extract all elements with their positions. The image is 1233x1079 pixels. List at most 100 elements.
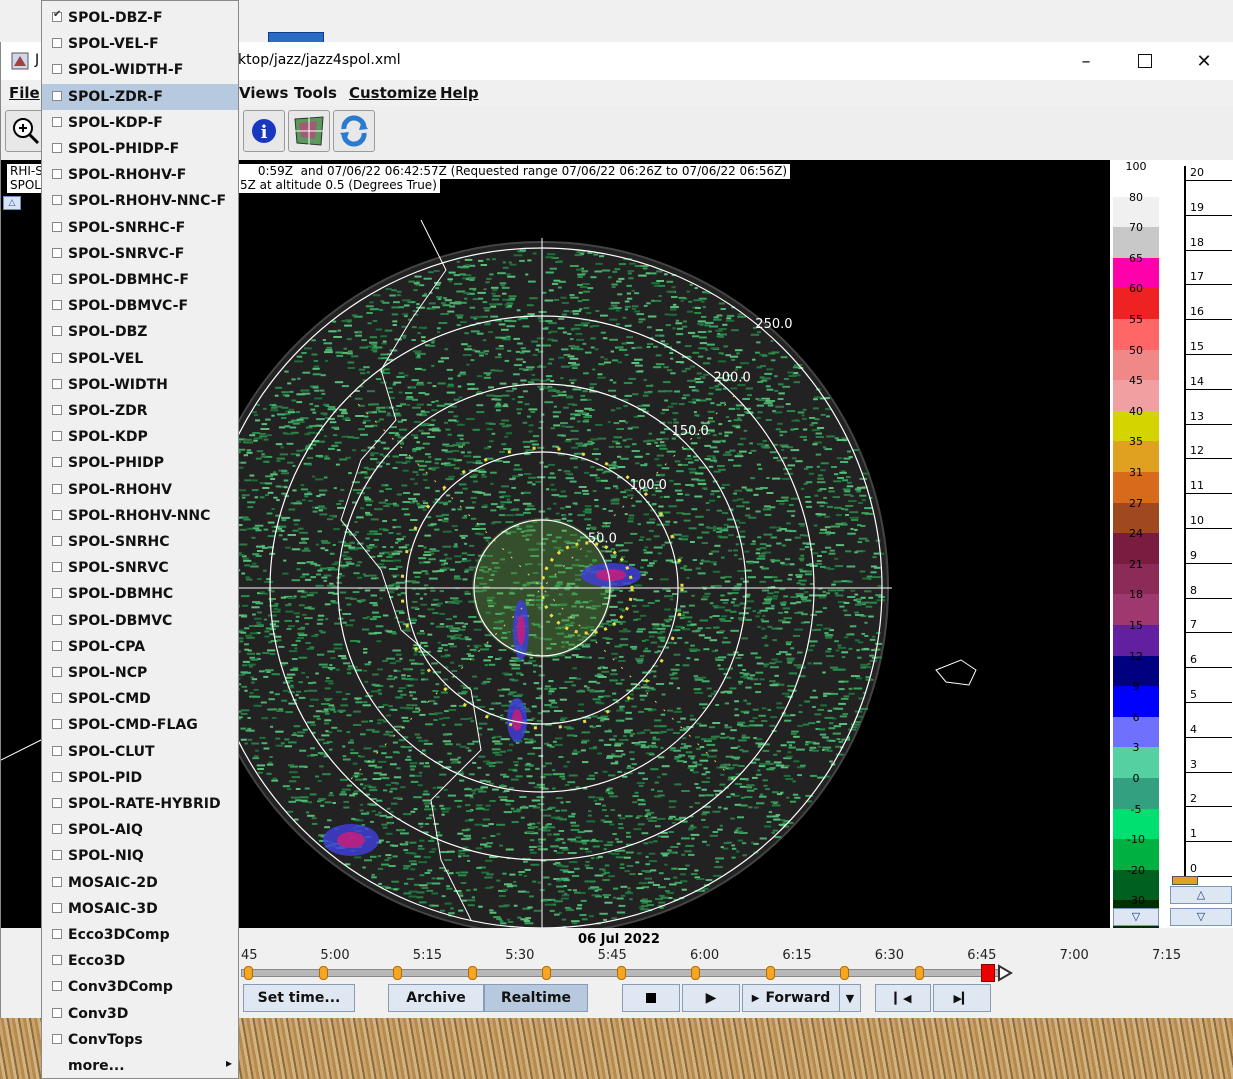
radar-echo-pixel: [808, 649, 814, 652]
radar-echo-pixel: [743, 429, 748, 432]
radar-echo-pixel: [332, 544, 336, 546]
radar-echo-pixel: [523, 583, 530, 586]
radar-echo-pixel: [365, 305, 374, 308]
radar-echo-pixel: [827, 709, 833, 712]
radar-echo-pixel: [275, 485, 281, 488]
radar-echo-pixel: [416, 381, 424, 384]
zoom-in-button[interactable]: [5, 110, 47, 152]
radar-echo-pixel: [661, 835, 669, 838]
radar-echo-pixel: [723, 345, 728, 348]
radar-echo-pixel: [701, 428, 708, 431]
radar-echo-pixel: [324, 697, 333, 700]
radar-echo-pixel: [631, 289, 635, 292]
radar-echo-pixel: [293, 725, 301, 728]
radar-echo-pixel: [464, 592, 471, 595]
radar-echo-pixel: [327, 650, 335, 653]
radar-echo-pixel: [491, 702, 500, 705]
radar-echo-pixel: [466, 889, 471, 892]
menu-customize[interactable]: Customize: [349, 84, 437, 102]
radar-echo-pixel: [627, 520, 634, 523]
radar-echo-pixel: [806, 505, 813, 508]
radar-echo-pixel: [448, 419, 457, 422]
radar-echo-pixel: [680, 567, 686, 570]
minimize-button[interactable]: –: [1057, 42, 1115, 80]
radar-echo-pixel: [588, 915, 594, 918]
radar-echo-pixel: [850, 495, 854, 497]
radar-echo-pixel: [569, 357, 579, 360]
radar-echo-pixel: [471, 896, 475, 899]
menu-views[interactable]: Views: [239, 84, 289, 102]
radar-echo-pixel: [312, 367, 320, 370]
menu-file[interactable]: File: [9, 84, 40, 102]
radar-echo-pixel: [753, 737, 758, 740]
radar-echo-pixel: [636, 815, 643, 818]
radar-echo-pixel: [386, 414, 392, 417]
radar-echo-pixel: [457, 628, 466, 631]
radar-echo-pixel: [462, 441, 470, 444]
radar-echo-pixel: [795, 460, 803, 463]
radar-echo-pixel: [532, 354, 538, 356]
radar-echo-pixel: [646, 442, 652, 445]
radar-echo-pixel: [353, 724, 362, 726]
radar-echo-pixel: [413, 493, 420, 496]
radar-echo-pixel: [725, 319, 735, 322]
radar-echo-pixel: [592, 698, 601, 701]
refresh-button[interactable]: [333, 110, 375, 152]
radar-echo-pixel: [302, 448, 308, 451]
radar-echo-pixel: [714, 649, 718, 652]
radar-echo-pixel: [586, 398, 592, 401]
info-button[interactable]: i: [243, 110, 285, 152]
radar-echo-pixel: [426, 817, 432, 820]
radar-echo-pixel: [557, 434, 564, 437]
radar-echo-pixel: [620, 491, 627, 494]
menu-tools[interactable]: Tools: [294, 84, 337, 102]
radar-echo-pixel: [877, 585, 882, 587]
radar-echo-pixel: [396, 375, 405, 378]
close-button[interactable]: ✕: [1175, 42, 1233, 80]
radar-echo-pixel: [612, 698, 618, 701]
overlay-button[interactable]: [288, 110, 330, 152]
radar-echo-pixel: [660, 412, 665, 415]
radar-echo-pixel: [604, 358, 608, 361]
radar-echo-pixel: [816, 481, 826, 484]
radar-echo-pixel: [607, 421, 611, 424]
radar-echo-pixel: [416, 891, 425, 894]
radar-echo-pixel: [834, 437, 839, 440]
radar-echo-pixel: [461, 690, 468, 693]
radar-echo-pixel: [789, 800, 797, 803]
radar-echo-pixel: [763, 533, 773, 536]
radar-echo-pixel: [638, 741, 647, 744]
radar-echo-pixel: [402, 469, 409, 472]
radar-echo-pixel: [442, 567, 450, 570]
radar-echo-pixel: [761, 620, 769, 623]
radar-echo-pixel: [582, 601, 589, 604]
radar-echo-pixel: [550, 380, 555, 382]
radar-echo-pixel: [529, 839, 535, 842]
radar-echo-pixel: [444, 403, 454, 406]
radar-echo-pixel: [584, 505, 592, 508]
radar-echo-pixel: [761, 589, 770, 592]
radar-echo-pixel: [402, 736, 409, 739]
radar-echo-pixel: [415, 592, 420, 595]
radar-echo-pixel: [393, 504, 400, 507]
radar-echo-pixel: [713, 316, 719, 319]
radar-echo-pixel: [603, 470, 612, 473]
radar-echo-pixel: [683, 760, 687, 763]
radar-echo-pixel: [595, 424, 603, 426]
radar-echo-pixel: [696, 878, 705, 880]
radar-echo-pixel: [590, 639, 597, 642]
radar-echo-pixel: [666, 590, 671, 592]
radar-echo-pixel: [846, 450, 851, 453]
radar-echo-pixel: [504, 319, 512, 322]
radar-echo-pixel: [658, 794, 665, 797]
radar-echo-pixel: [379, 597, 383, 600]
radar-echo-pixel: [266, 671, 271, 673]
maximize-button[interactable]: [1116, 42, 1174, 80]
radar-echo-pixel: [352, 762, 358, 765]
radar-echo-pixel: [840, 461, 849, 463]
radar-echo-pixel: [808, 722, 816, 725]
menu-help[interactable]: Help: [440, 84, 479, 102]
radar-echo-pixel: [500, 501, 509, 504]
radar-echo-pixel: [521, 731, 530, 733]
